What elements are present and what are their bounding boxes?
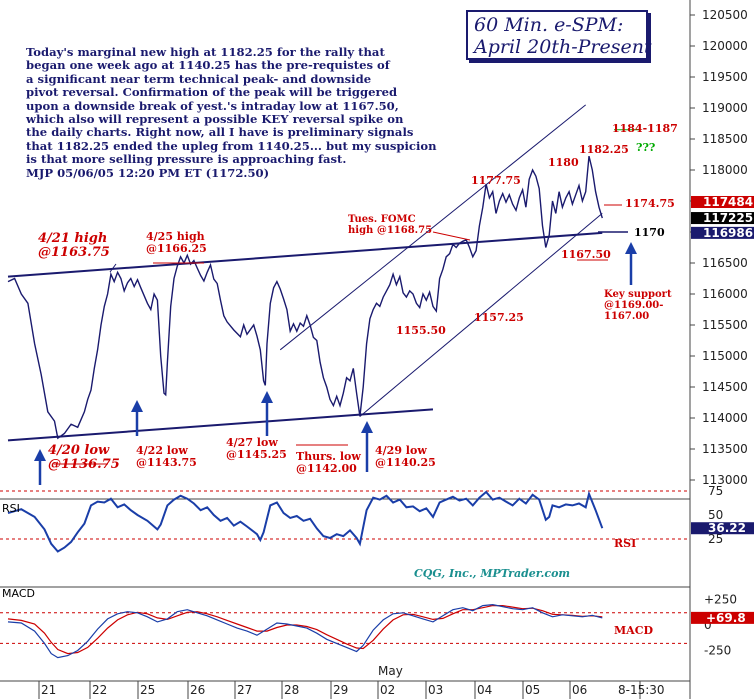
price-tick-label: 118500 <box>702 132 748 146</box>
macd-tag-label: +69.8 <box>706 611 746 625</box>
support-arrow-head <box>261 391 273 403</box>
chart-title: 60 Min. e-SPM: <box>474 14 624 36</box>
x-tick-label: 22 <box>92 683 107 697</box>
price-tag-label: 117484 <box>703 195 753 209</box>
annotation-target: 1184-1187 <box>612 122 678 135</box>
pointer-line <box>109 263 117 273</box>
rsi-series-label: RSI <box>614 537 636 550</box>
annotation-keysupport: @1169.00- <box>604 300 663 311</box>
annotation-apr21: @1163.75 <box>38 245 110 260</box>
support-arrow-head <box>34 449 46 461</box>
macd-axis-label: -250 <box>704 644 731 658</box>
price-tick-label: 120500 <box>702 8 748 22</box>
x-tick-label: 8-15:30 <box>618 683 665 697</box>
month-label: May <box>378 664 403 678</box>
trendline-upper-channel <box>7 231 603 278</box>
trendline-rising-upper <box>279 104 586 351</box>
annotation-apr29: 4/29 low <box>375 444 427 457</box>
macd-axis-label: 0 <box>704 618 712 632</box>
price-tag-label: 117225 <box>703 211 753 225</box>
price-tag-box <box>691 226 754 239</box>
price-tick-label: 116000 <box>702 287 748 301</box>
rsi-axis-label: 75 <box>708 484 723 498</box>
rsi-tag-box <box>691 522 754 535</box>
support-arrow-head <box>361 421 373 433</box>
annotation-keysupport: Key support <box>604 289 672 300</box>
rsi-tag-label: 36.22 <box>708 521 746 535</box>
price-tick-label: 113500 <box>702 442 748 456</box>
annotation-apr27: @1145.25 <box>226 448 287 461</box>
rsi-panel-label: RSI <box>2 502 20 515</box>
macd-line <box>7 603 603 659</box>
macd-series-label: MACD <box>614 624 653 637</box>
price-tick-label: 114000 <box>702 411 748 425</box>
macd-tag-box <box>691 611 754 624</box>
annotation-fomc: high @1168.75 <box>348 225 432 236</box>
x-tick-label: 05 <box>525 683 540 697</box>
x-tick-label: 06 <box>572 683 587 697</box>
chart-title-box: 60 Min. e-SPM: April 20th-Present <box>466 10 652 60</box>
x-tick-label: 25 <box>140 683 155 697</box>
macd-panel-label: MACD <box>2 587 35 600</box>
x-tick-label: 26 <box>190 683 205 697</box>
price-series-line <box>7 155 603 440</box>
annotation-p1182: 1182.25 <box>579 143 629 156</box>
annotation-l1170: 1170 <box>634 226 665 239</box>
annotation-p1155: 1155.50 <box>396 324 446 337</box>
price-tick-label: 114500 <box>702 380 748 394</box>
annotation-apr22: 4/22 low <box>136 444 188 457</box>
support-arrow-head <box>625 242 637 254</box>
price-tick-label: 119000 <box>702 101 748 115</box>
x-tick-label: 03 <box>428 683 443 697</box>
annotation-thurs: Thurs. low <box>296 450 361 463</box>
price-tag-label: 116986 <box>703 226 753 240</box>
price-tag-box <box>691 212 754 225</box>
price-tick-label: 116500 <box>702 256 748 270</box>
x-tick-label: 04 <box>477 683 492 697</box>
x-tick-label: 28 <box>284 683 299 697</box>
price-tick-label: 119500 <box>702 70 748 84</box>
x-tick-label: 27 <box>237 683 252 697</box>
rsi-axis-label: 50 <box>708 508 723 522</box>
price-tick-label: 120000 <box>702 39 748 53</box>
annotation-apr27: 4/27 low <box>226 436 278 449</box>
x-tick-label: 21 <box>41 683 56 697</box>
annotation-apr25: @1166.25 <box>146 242 207 255</box>
trendline-rising-lower <box>359 213 603 417</box>
commentary-text: Today's marginal new high at 1182.25 for… <box>26 45 437 180</box>
price-tag-box <box>691 195 754 208</box>
x-tick-label: 02 <box>380 683 395 697</box>
annotation-fomc: Tues. FOMC <box>348 214 416 225</box>
annotation-apr25: 4/25 high <box>146 230 205 243</box>
price-tick-label: 115000 <box>702 349 748 363</box>
annotation-qqq: ??? <box>636 141 655 154</box>
annotation-apr21: 4/21 high <box>38 231 107 246</box>
macd-signal-line <box>7 604 603 655</box>
annotation-apr22: @1143.75 <box>136 456 197 469</box>
annotation-keysupport: 1167.00 <box>604 311 649 322</box>
x-tick-label: 29 <box>333 683 348 697</box>
annotation-p1174: 1174.75 <box>625 197 675 210</box>
watermark-text: CQG, Inc., MPTrader.com <box>414 567 570 580</box>
annotation-p1180: 1180 <box>548 156 579 169</box>
pointer-line <box>432 231 471 241</box>
price-tick-label: 118000 <box>702 163 748 177</box>
rsi-line <box>7 490 604 553</box>
chart-subtitle: April 20th-Present <box>474 36 652 58</box>
price-tick-label: 115500 <box>702 318 748 332</box>
support-arrow-head <box>131 400 143 412</box>
annotation-apr29: @1140.25 <box>375 456 436 469</box>
macd-axis-label: +250 <box>704 593 737 607</box>
annotation-thurs: @1142.00 <box>296 462 357 475</box>
annotation-apr20: 4/20 low <box>48 443 110 458</box>
annotation-p1167: 1167.50 <box>561 248 611 261</box>
annotation-p1157: 1157.25 <box>474 311 524 324</box>
price-tick-label: 113000 <box>702 473 748 487</box>
annotation-p1177: 1177.75 <box>471 174 521 187</box>
rsi-axis-label: 25 <box>708 532 723 546</box>
